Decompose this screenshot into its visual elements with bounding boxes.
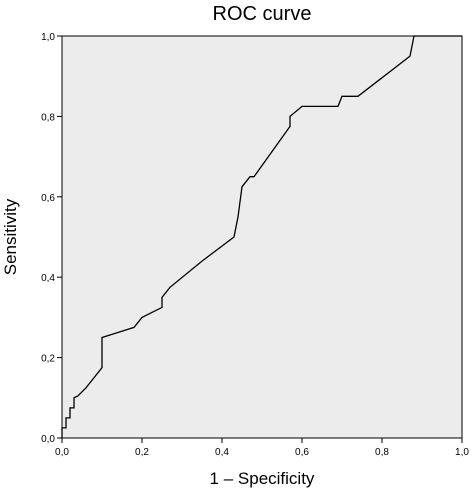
x-tick-label: 0,2	[135, 447, 149, 458]
x-axis-ticks: 0,0 0,2 0,4 0,6 0,8 1,0	[55, 438, 469, 458]
y-tick-label: 0,0	[41, 434, 55, 445]
x-axis-label: 1 – Specificity	[210, 469, 315, 488]
roc-curve-line	[61, 35, 462, 438]
x-tick-label: 1,0	[455, 447, 469, 458]
x-tick-label: 0,4	[215, 447, 229, 458]
x-tick-label: 0,6	[295, 447, 309, 458]
y-axis-ticks: 0,0 0,2 0,4 0,6 0,8 1,0	[41, 32, 62, 445]
plot-area	[61, 35, 463, 439]
y-tick-label: 0,8	[41, 112, 55, 123]
y-tick-label: 1,0	[41, 32, 55, 43]
x-tick-label: 0,8	[375, 447, 389, 458]
y-tick-label: 0,4	[41, 273, 55, 284]
y-tick-label: 0,2	[41, 354, 55, 365]
x-tick-label: 0,0	[55, 447, 69, 458]
y-axis-label: Sensitivity	[1, 198, 20, 275]
y-tick-label: 0,6	[41, 193, 55, 204]
chart-title: ROC curve	[213, 3, 312, 25]
